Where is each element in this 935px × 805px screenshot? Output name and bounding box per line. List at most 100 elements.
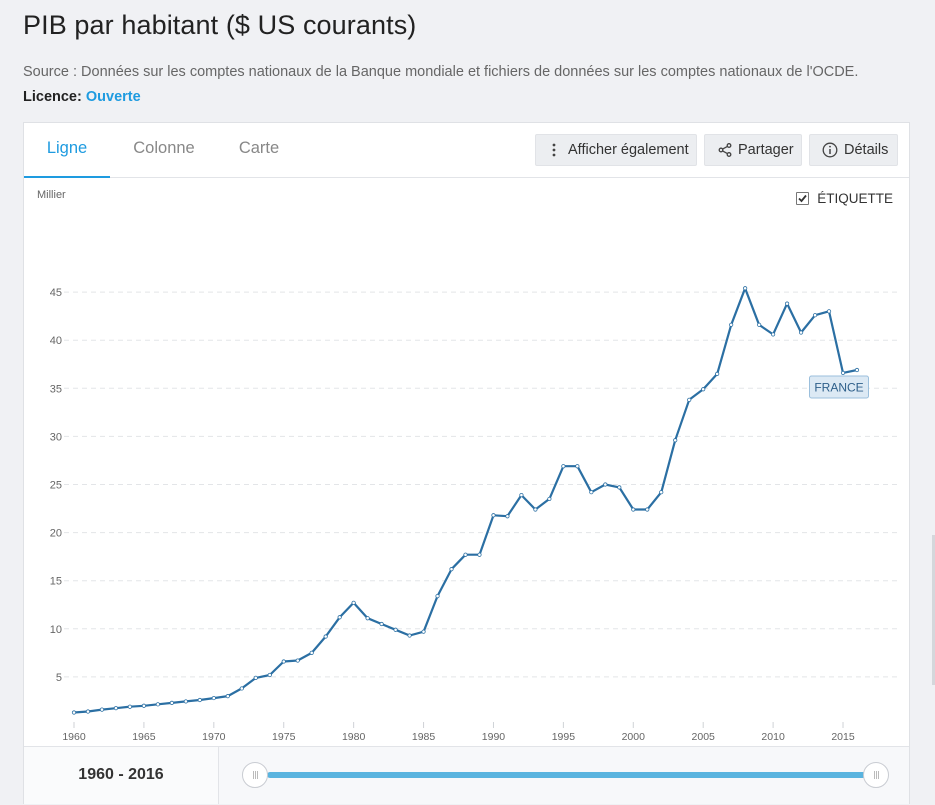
x-tick-label: 1960 <box>62 731 86 743</box>
data-point <box>71 710 77 715</box>
y-tick-label: 40 <box>50 335 62 347</box>
data-point <box>407 633 412 638</box>
data-point <box>435 593 440 599</box>
data-point <box>715 371 720 376</box>
view-tabs: Ligne Colonne Carte Afficher également P… <box>24 123 909 178</box>
y-tick-label: 10 <box>50 624 62 636</box>
page-title: PIB par habitant ($ US courants) <box>23 10 417 40</box>
tab-carte[interactable]: Carte <box>238 139 280 157</box>
data-point <box>267 672 272 678</box>
licence-line: Licence: Ouverte <box>23 89 141 105</box>
data-point <box>812 313 818 318</box>
range-footer: 1960 - 2016 <box>24 746 909 804</box>
data-point <box>183 699 188 704</box>
data-point <box>840 370 846 376</box>
data-point <box>463 552 468 557</box>
data-point <box>826 309 832 314</box>
data-point <box>757 322 762 327</box>
data-point <box>295 658 300 663</box>
tab-ligne[interactable]: Ligne <box>24 123 110 178</box>
x-tick-label: 1990 <box>482 731 506 743</box>
data-point <box>141 703 147 708</box>
licence-label: Licence: <box>23 89 82 105</box>
data-point <box>99 707 105 712</box>
show-also-label: Afficher également <box>568 142 689 158</box>
data-point <box>854 367 860 373</box>
show-also-button[interactable]: Afficher également <box>535 134 697 166</box>
data-point <box>169 700 174 705</box>
scrollbar-edge[interactable] <box>932 535 935 685</box>
data-point <box>603 482 608 487</box>
data-point <box>211 695 216 701</box>
data-point <box>351 600 356 605</box>
label-checkbox[interactable] <box>796 192 810 205</box>
series-line <box>73 287 858 714</box>
data-point <box>85 709 91 714</box>
more-vertical-icon <box>552 143 556 157</box>
label-toggle-text: ÉTIQUETTE <box>817 191 893 206</box>
y-tick-label: 25 <box>50 480 62 492</box>
year-range-label: 1960 - 2016 <box>24 747 219 804</box>
data-point <box>477 552 482 557</box>
data-point <box>784 301 790 306</box>
data-point <box>673 438 678 443</box>
x-tick-label: 2005 <box>692 731 716 743</box>
data-point <box>113 706 119 711</box>
data-point <box>687 397 692 402</box>
data-point <box>379 621 384 627</box>
data-point <box>155 702 160 707</box>
data-point <box>631 507 636 512</box>
x-tick-label: 1965 <box>132 731 156 743</box>
data-point <box>743 286 748 291</box>
range-slider-start-handle[interactable] <box>242 762 268 788</box>
share-icon <box>718 143 732 157</box>
data-point <box>645 507 650 512</box>
chart-area: ÉTIQUETTE Millier 5 10 15 20 25 30 35 40 45 1960 19… <box>24 178 909 746</box>
line-chart: Millier 5 10 15 20 25 30 35 40 45 1960 1965 1970 1975… <box>37 189 901 743</box>
data-point <box>589 490 594 495</box>
x-tick-label: 2000 <box>622 731 646 743</box>
data-point <box>393 627 398 632</box>
y-tick-label: 20 <box>50 528 62 540</box>
label-toggle[interactable]: ÉTIQUETTE <box>796 191 893 206</box>
data-point <box>659 490 664 495</box>
x-tick-label: 1985 <box>412 731 436 743</box>
y-tick-label: 5 <box>56 672 62 684</box>
x-tick-label: 1975 <box>272 731 296 743</box>
x-tick-label: 1980 <box>342 731 366 743</box>
details-label: Détails <box>844 142 889 158</box>
data-point <box>365 616 370 621</box>
data-point <box>449 567 454 572</box>
x-tick-label: 2015 <box>831 731 855 743</box>
licence-link[interactable]: Ouverte <box>85 89 141 105</box>
info-icon <box>822 142 838 158</box>
data-point <box>309 650 314 655</box>
y-tick-label: 15 <box>50 576 62 588</box>
data-point <box>323 634 328 639</box>
y-tick-label: 35 <box>50 383 62 395</box>
share-button[interactable]: Partager <box>704 134 802 166</box>
tab-colonne[interactable]: Colonne <box>133 139 195 157</box>
series-label-box <box>809 375 869 399</box>
data-point <box>491 513 496 518</box>
x-tick-label: 2010 <box>761 731 785 743</box>
data-point <box>729 322 734 327</box>
data-point <box>239 686 244 691</box>
data-point <box>253 675 258 680</box>
x-tick-label: 1995 <box>552 731 576 743</box>
data-point <box>225 694 230 699</box>
y-tick-label: 30 <box>50 431 62 443</box>
range-slider-end-handle[interactable] <box>863 762 889 788</box>
range-slider-track[interactable] <box>267 772 876 778</box>
data-point <box>127 704 133 709</box>
data-point <box>337 615 342 620</box>
x-tick-label: 1970 <box>202 731 226 743</box>
data-point <box>519 492 524 498</box>
data-point <box>547 496 552 502</box>
data-point <box>197 697 202 703</box>
check-icon <box>798 194 807 203</box>
chart-panel: Ligne Colonne Carte Afficher également P… <box>23 122 910 804</box>
details-button[interactable]: Détails <box>809 134 898 166</box>
y-tick-label: 45 <box>50 287 62 299</box>
share-label: Partager <box>738 142 794 158</box>
